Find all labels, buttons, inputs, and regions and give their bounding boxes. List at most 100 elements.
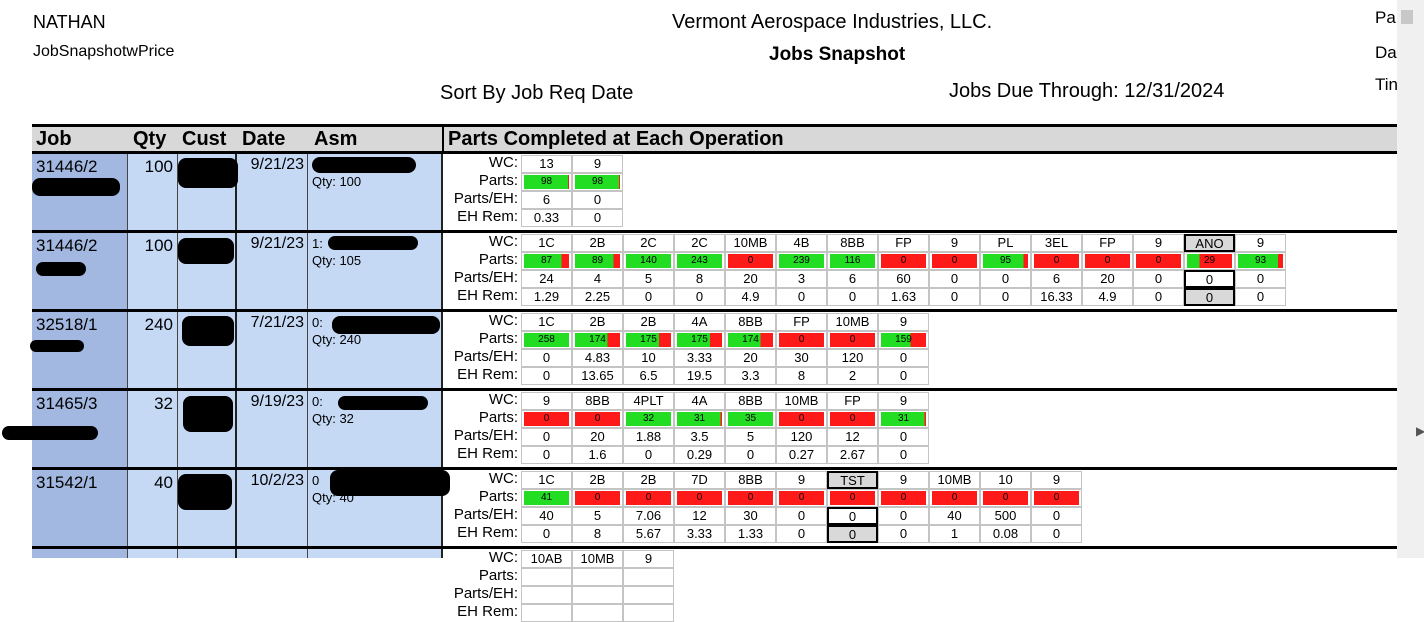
op-parts-cell: 31 <box>674 410 725 428</box>
op-eh-rem-cell: 0 <box>1133 288 1184 306</box>
op-parts-cell: 32 <box>623 410 674 428</box>
asm-qty: Qty: 240 <box>312 332 362 347</box>
col-header-date: Date <box>242 128 286 150</box>
op-wc-cell: 8BB <box>572 392 623 410</box>
op-parts-bar: 174 <box>728 333 773 347</box>
asm-number: 0: <box>312 394 323 409</box>
op-parts-cell <box>623 568 674 586</box>
op-parts-eh-cell: 120 <box>776 428 827 446</box>
op-parts-eh-cell: 7.06 <box>623 507 674 525</box>
vertical-scrollbar[interactable] <box>1397 0 1424 558</box>
op-parts-bar: 0 <box>830 333 875 347</box>
op-wc-cell: 9 <box>776 471 827 489</box>
op-eh-rem-cell: 6.5 <box>623 367 674 385</box>
op-wc-cell: 10MB <box>929 471 980 489</box>
col-header-ops: Parts Completed at Each Operation <box>448 128 784 150</box>
op-parts-bar: 174 <box>575 333 620 347</box>
op-wc-cell: ANO <box>1184 234 1235 252</box>
row-label-eh-rem: EH Rem: <box>457 524 518 541</box>
op-parts-cell: 0 <box>776 331 827 349</box>
op-eh-rem-cell: 4.9 <box>725 288 776 306</box>
job-number[interactable]: 31465/3 <box>36 394 98 413</box>
op-parts-cell: 0 <box>827 410 878 428</box>
op-eh-rem-cell: 0 <box>980 288 1031 306</box>
op-wc-cell: 1C <box>521 471 572 489</box>
op-eh-rem-cell: 0 <box>623 288 674 306</box>
op-wc-cell: 9 <box>878 313 929 331</box>
op-wc-cell: 10MB <box>776 392 827 410</box>
op-eh-rem-cell: 0 <box>929 288 980 306</box>
op-parts-cell: 0 <box>776 410 827 428</box>
date-label: Da <box>1375 43 1397 62</box>
op-wc-cell: 1C <box>521 313 572 331</box>
row-label-wc: WC: <box>488 312 518 329</box>
row-label-parts-eh: Parts/EH: <box>453 585 518 602</box>
op-parts-bar: 0 <box>728 491 773 505</box>
op-parts-eh-cell: 4 <box>572 270 623 288</box>
op-parts-eh-cell: 0 <box>878 428 929 446</box>
op-parts-eh-cell: 3.33 <box>674 349 725 367</box>
op-eh-rem-cell: 2.67 <box>827 446 878 464</box>
op-parts-bar: 29 <box>1187 254 1232 268</box>
op-parts-eh-cell: 3.5 <box>674 428 725 446</box>
op-parts-cell: 41 <box>521 489 572 507</box>
op-parts-eh-cell: 8 <box>674 270 725 288</box>
op-parts-eh-cell: 0 <box>776 507 827 525</box>
op-eh-rem-cell: 0 <box>623 446 674 464</box>
op-eh-rem-cell: 0 <box>827 288 878 306</box>
details-column-bg <box>127 154 442 558</box>
job-qty: 100 <box>144 236 173 255</box>
report-name: JobSnapshotwPrice <box>33 43 175 60</box>
op-parts-eh-cell: 0 <box>1235 270 1286 288</box>
op-eh-rem-cell: 0 <box>827 525 878 543</box>
op-wc-cell: 4A <box>674 313 725 331</box>
op-wc-cell: 8BB <box>725 392 776 410</box>
op-parts-cell: 258 <box>521 331 572 349</box>
op-parts-eh-cell <box>623 586 674 604</box>
divider-asm <box>441 154 443 558</box>
column-header-band <box>32 127 1398 153</box>
row-label-parts: Parts: <box>478 488 518 505</box>
op-eh-rem-cell: 0 <box>878 367 929 385</box>
asm-qty: Qty: 105 <box>312 253 362 268</box>
op-parts-bar: 0 <box>1034 254 1079 268</box>
job-number[interactable]: 31446/2 <box>36 157 98 176</box>
op-parts-eh-cell: 6 <box>521 191 572 209</box>
op-parts-cell: 0 <box>980 489 1031 507</box>
op-parts-cell: 0 <box>1031 489 1082 507</box>
op-parts-bar: 0 <box>626 491 671 505</box>
header-divider <box>442 127 444 153</box>
job-number[interactable]: 31542/1 <box>36 473 98 492</box>
op-parts-eh-cell: 0 <box>572 191 623 209</box>
op-eh-rem-cell: 1.63 <box>878 288 929 306</box>
scrollbar-thumb[interactable] <box>1401 10 1413 24</box>
col-header-job: Job <box>36 128 72 150</box>
op-wc-cell: FP <box>1082 234 1133 252</box>
op-wc-cell: 8BB <box>725 313 776 331</box>
page-label: Pa <box>1375 8 1396 27</box>
company-name: Vermont Aerospace Industries, LLC. <box>672 11 993 33</box>
op-wc-cell: 10MB <box>827 313 878 331</box>
asm-number: 0 <box>312 473 320 488</box>
row-label-eh-rem: EH Rem: <box>457 445 518 462</box>
row-label-eh-rem: EH Rem: <box>457 603 518 620</box>
op-wc-cell: 4B <box>776 234 827 252</box>
row-label-parts: Parts: <box>478 409 518 426</box>
op-parts-bar: 0 <box>728 254 773 268</box>
op-eh-rem-cell: 0.27 <box>776 446 827 464</box>
row-label-wc: WC: <box>488 233 518 250</box>
op-parts-bar: 93 <box>1238 254 1283 268</box>
op-parts-cell: 89 <box>572 252 623 270</box>
op-parts-bar: 31 <box>881 412 926 426</box>
op-parts-eh-cell: 20 <box>725 270 776 288</box>
job-number[interactable]: 31446/2 <box>36 236 98 255</box>
op-eh-rem-cell: 1.6 <box>572 446 623 464</box>
op-eh-rem-cell: 1.33 <box>725 525 776 543</box>
scroll-right-arrow-icon[interactable]: ▶ <box>1416 424 1424 438</box>
job-number[interactable]: 32518/1 <box>36 315 98 334</box>
op-parts-cell: 159 <box>878 331 929 349</box>
op-parts-eh-cell: 5 <box>623 270 674 288</box>
op-parts-cell: 0 <box>725 489 776 507</box>
row-label-wc: WC: <box>488 154 518 171</box>
op-parts-bar: 32 <box>626 412 671 426</box>
